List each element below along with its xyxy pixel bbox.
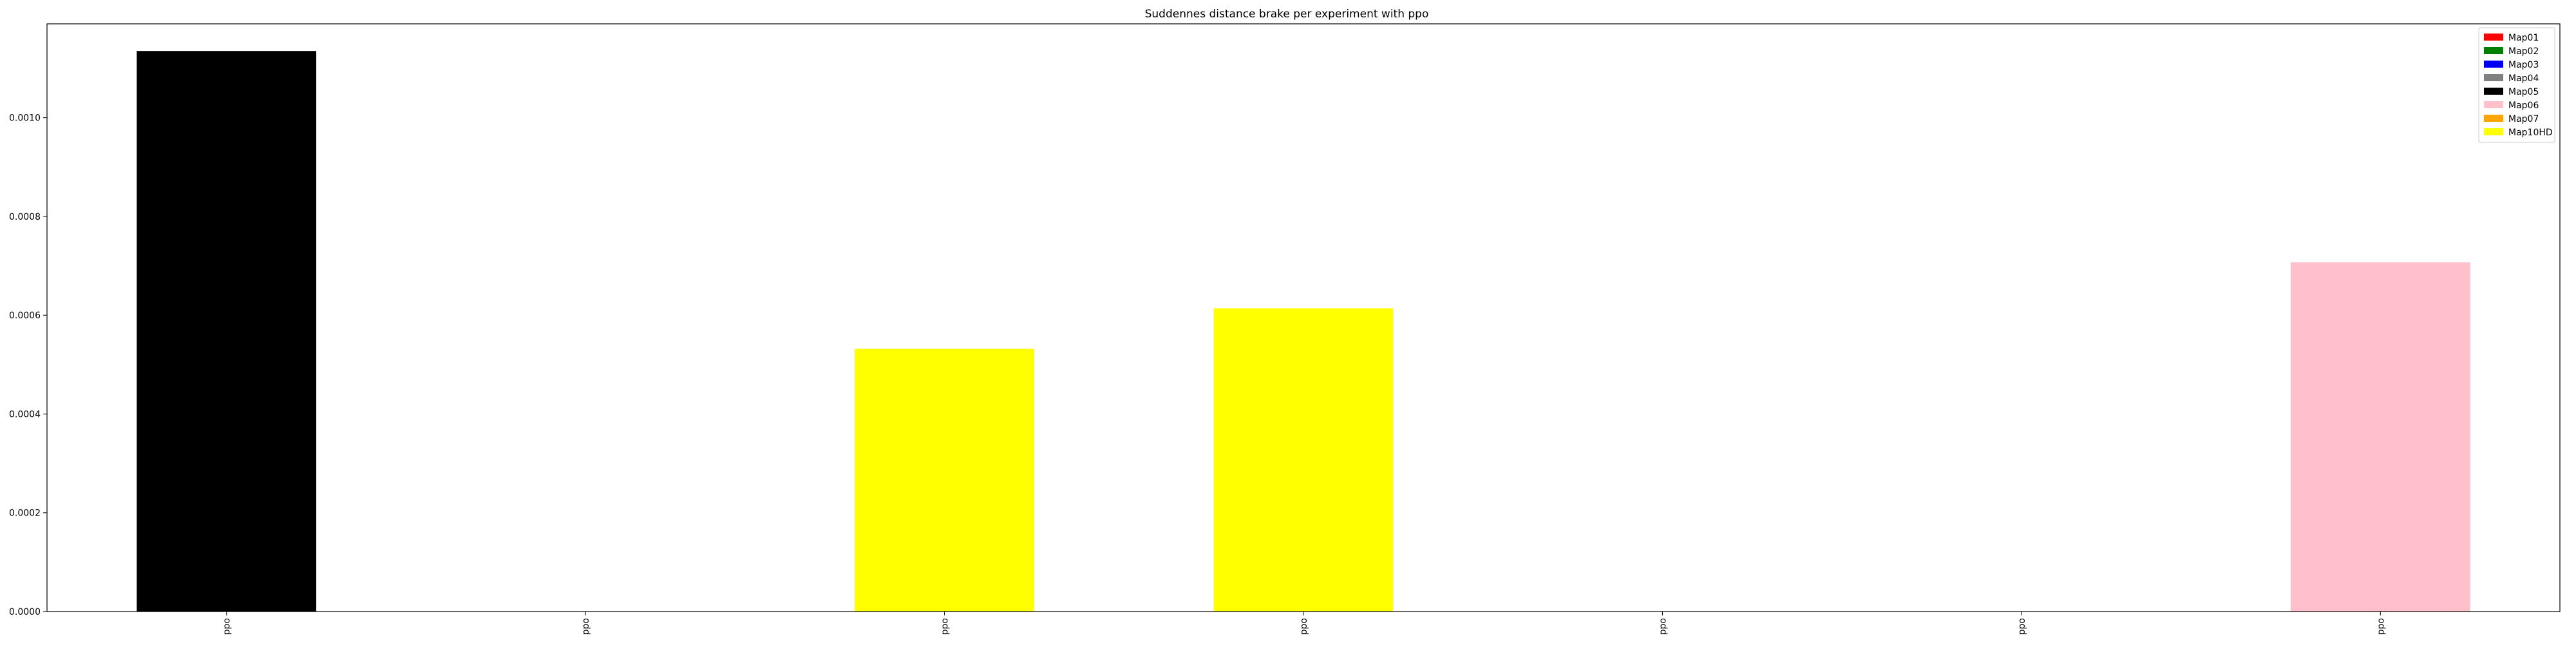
y-tick-label: 0.0006: [9, 311, 41, 321]
legend-swatch: [2484, 128, 2503, 135]
legend-label: Map01: [2508, 33, 2539, 43]
x-tick-label: ppo: [581, 618, 591, 635]
legend-swatch: [2484, 47, 2503, 54]
legend-label: Map06: [2508, 101, 2539, 111]
legend-swatch: [2484, 34, 2503, 41]
x-tick-label: ppo: [1658, 618, 1668, 635]
legend-label: Map07: [2508, 114, 2539, 124]
bar: [855, 349, 1034, 612]
x-tick-label: ppo: [2017, 618, 2027, 635]
y-tick-label: 0.0004: [9, 409, 41, 420]
legend-label: Map10HD: [2508, 128, 2553, 138]
x-tick-label: ppo: [940, 618, 951, 635]
legend-box: [2478, 27, 2555, 143]
legend-swatch: [2484, 74, 2503, 81]
bar: [2290, 262, 2470, 612]
legend-label: Map03: [2508, 60, 2539, 70]
x-tick-label: ppo: [222, 618, 232, 635]
y-tick-label: 0.0010: [9, 113, 41, 124]
legend-swatch: [2484, 101, 2503, 108]
legend-label: Map04: [2508, 73, 2539, 84]
legend-label: Map02: [2508, 46, 2539, 57]
legend-swatch: [2484, 61, 2503, 68]
x-tick-label: ppo: [2376, 618, 2386, 635]
y-tick-label: 0.0008: [9, 212, 41, 222]
bar: [1213, 308, 1394, 612]
chart-title: Suddennes distance brake per experiment …: [1145, 8, 1429, 21]
legend-swatch: [2484, 115, 2503, 122]
legend-swatch: [2484, 88, 2503, 95]
legend-label: Map05: [2508, 87, 2539, 97]
y-tick-label: 0.0002: [9, 508, 41, 519]
bar: [137, 51, 317, 612]
y-tick-label: 0.0000: [9, 607, 41, 617]
x-tick-label: ppo: [1299, 618, 1309, 635]
